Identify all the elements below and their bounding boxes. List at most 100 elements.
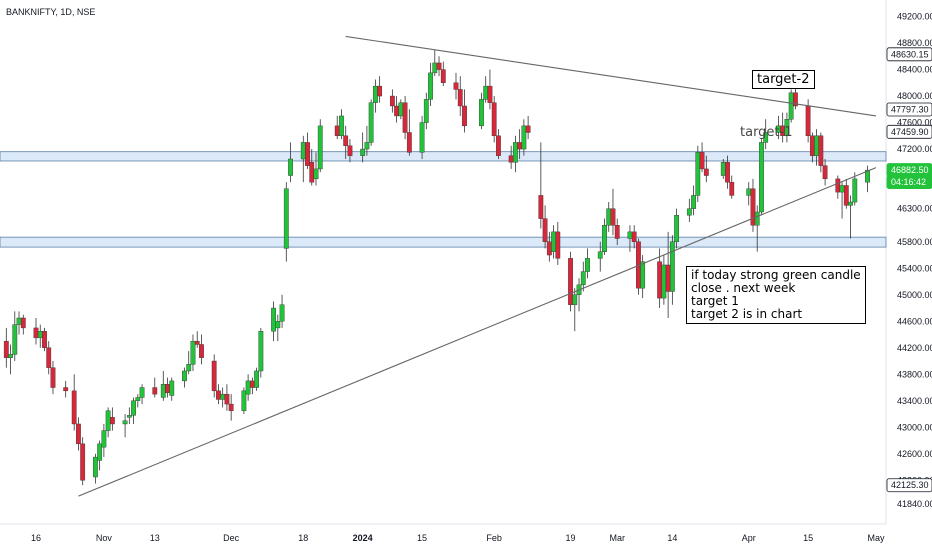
y-tick-label: 45000.00 [897, 290, 932, 300]
candle-body [674, 215, 680, 242]
candle-body [8, 354, 13, 358]
candle-body [512, 142, 518, 163]
x-tick-label: 2024 [353, 533, 373, 543]
candle-body [436, 62, 442, 70]
x-tick-label: 18 [298, 533, 308, 543]
candle-body [669, 241, 675, 292]
candle-body [20, 317, 26, 329]
candle-body [377, 85, 383, 97]
candle-body [763, 132, 769, 143]
candle-body [720, 162, 726, 176]
candle-body [428, 72, 433, 100]
candle-body [759, 142, 764, 213]
candle-body [46, 347, 52, 368]
candle-body [538, 195, 544, 219]
candle-body [809, 135, 815, 156]
candle-body [334, 125, 340, 137]
candle-body [423, 99, 429, 123]
candle-body [372, 85, 378, 103]
x-tick-label: 16 [31, 533, 41, 543]
candle-body [865, 169, 870, 183]
candle-body [699, 152, 705, 170]
candle-body [822, 165, 828, 180]
candle-body [71, 390, 77, 425]
x-tick-label: 15 [417, 533, 427, 543]
candle-body [109, 417, 115, 425]
candle-body [211, 360, 217, 392]
y-tick-label: 45400.00 [897, 263, 932, 273]
price-label-box [886, 102, 932, 117]
candle-body [97, 443, 103, 461]
candle-body [657, 261, 663, 299]
candle-body [508, 155, 514, 163]
candle-body [606, 208, 612, 226]
x-tick-label: 15 [803, 533, 813, 543]
candle-body [848, 201, 853, 206]
candle-body [521, 125, 527, 150]
support-resistance-zone [0, 151, 887, 162]
y-tick-label: 44200.00 [897, 343, 932, 353]
candle-body [814, 135, 820, 156]
candle-body [165, 384, 170, 394]
y-tick-label: 43800.00 [897, 369, 932, 379]
candle-body [92, 456, 98, 478]
candle-body [305, 142, 310, 166]
x-tick-label: 13 [150, 533, 160, 543]
note-line: target 2 is in chart [691, 307, 803, 321]
candle-body [627, 231, 633, 239]
x-tick-label: Feb [486, 533, 502, 543]
candle-body [784, 119, 790, 137]
y-tick-label: 48400.00 [897, 65, 932, 75]
candle-body [216, 390, 221, 400]
candle-body [169, 380, 175, 396]
price-label-box [886, 175, 932, 189]
candle-body [580, 271, 586, 286]
candle-body [661, 264, 667, 299]
candle-body [614, 225, 620, 239]
candle-body [432, 62, 438, 74]
candle-body [199, 344, 204, 358]
candle-body [754, 211, 760, 226]
price-label: 48630.15 [891, 49, 929, 59]
y-tick-label: 44600.00 [897, 316, 932, 326]
candle-body [368, 102, 374, 143]
candle-body [746, 188, 752, 196]
note-line: close . next week [691, 281, 796, 295]
trendline [78, 167, 877, 497]
trendline [345, 35, 877, 117]
candle-body [3, 340, 9, 358]
candle-body [843, 185, 849, 206]
candle-body [105, 410, 111, 431]
candle-body [283, 188, 289, 249]
candle-body [457, 89, 463, 107]
y-tick-label: 43000.00 [897, 422, 932, 432]
candle-body [597, 251, 603, 259]
candle-body [406, 132, 412, 153]
x-tick-label: 19 [566, 533, 576, 543]
candle-body [788, 92, 794, 120]
candle-body [462, 105, 467, 127]
candle-body [686, 208, 692, 216]
x-tick-label: 14 [667, 533, 677, 543]
candle-body [585, 258, 590, 272]
x-tick-label: Nov [96, 533, 113, 543]
candle-body [50, 367, 56, 388]
note-line: target 1 [691, 294, 739, 308]
candle-body [300, 142, 306, 160]
candle-body [805, 105, 811, 137]
y-tick-label: 47600.00 [897, 118, 932, 128]
candle-body [76, 423, 81, 445]
candle-body [135, 397, 141, 401]
candle-body [275, 321, 281, 329]
candle-body [224, 393, 230, 405]
price-axis-panel [886, 0, 932, 550]
candle-body [610, 208, 616, 226]
candle-body [525, 125, 531, 133]
x-tick-label: May [867, 533, 885, 543]
y-tick-label: 41840.00 [897, 499, 932, 509]
candle-body [16, 317, 22, 325]
candle-body [691, 195, 696, 209]
candle-body [818, 135, 824, 166]
candle-body [665, 264, 671, 292]
